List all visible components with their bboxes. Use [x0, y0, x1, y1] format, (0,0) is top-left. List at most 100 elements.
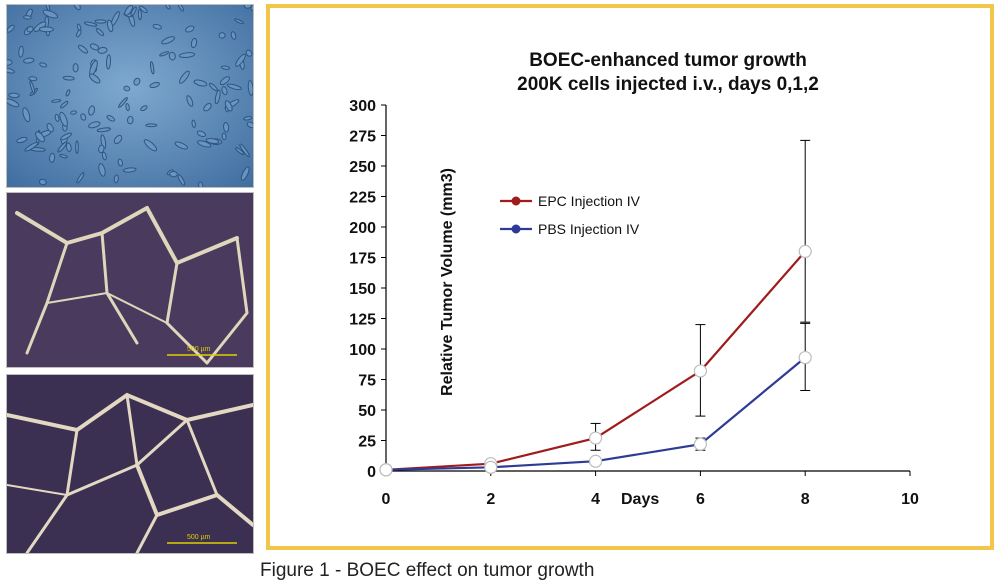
cell-shape	[62, 75, 75, 81]
y-tick-label: 50	[358, 403, 376, 420]
cell-shape	[161, 36, 176, 45]
y-tick-label: 250	[349, 159, 376, 176]
cell-shape	[38, 26, 54, 33]
pbs-data-point	[379, 463, 393, 477]
cell-shape	[77, 44, 89, 54]
cell-shape	[23, 15, 32, 20]
cell-shape	[26, 26, 34, 33]
y-tick-label: 275	[349, 129, 376, 146]
cell-shape	[124, 5, 134, 16]
legend-pbs-label: PBS Injection IV	[538, 221, 640, 237]
x-axis-label: Days	[621, 491, 659, 508]
cell-shape	[239, 143, 250, 158]
cell-shape	[178, 52, 196, 59]
cell-shape	[246, 121, 253, 129]
cell-shape	[185, 25, 195, 33]
cell-shape	[98, 163, 106, 177]
cell-shape	[28, 76, 38, 82]
cell-shape	[196, 130, 207, 138]
cell-shape	[105, 54, 112, 70]
cell-shape	[83, 21, 98, 27]
cell-shape	[174, 141, 188, 150]
micrograph-tube-formation-2: 500 µm	[6, 374, 254, 554]
epc-data-point	[693, 364, 707, 378]
cell-shape	[178, 5, 184, 12]
cell-shape	[145, 123, 158, 128]
tumor-growth-chart: BOEC-enhanced tumor growth 200K cells in…	[349, 50, 919, 508]
cell-shape	[46, 123, 54, 133]
cell-shape	[59, 132, 73, 141]
y-tick-label: 75	[358, 373, 376, 390]
cell-shape	[29, 80, 36, 95]
cell-shape	[221, 86, 228, 96]
scale-bar-label: 500 µm	[187, 346, 211, 353]
pbs-data-point	[693, 437, 707, 451]
cell-shape	[235, 53, 246, 67]
cell-shape	[186, 95, 194, 107]
y-tick-label: 100	[349, 342, 376, 359]
cell-shape	[35, 131, 45, 143]
cell-shape	[118, 97, 128, 108]
cell-shape	[230, 31, 237, 40]
cell-shape	[226, 83, 242, 91]
cell-shape	[143, 139, 158, 152]
cell-shape	[243, 116, 253, 121]
micrograph-tube-formation-1: 500 µm	[6, 192, 254, 368]
cell-shape	[165, 5, 171, 10]
cell-shape	[179, 70, 190, 84]
cell-shape	[76, 172, 85, 184]
cell-shape	[88, 73, 101, 84]
cell-shape	[113, 174, 119, 184]
cell-shape	[190, 37, 198, 49]
cell-shape	[123, 85, 131, 92]
cell-shape	[152, 23, 162, 30]
cell-shape	[117, 158, 124, 167]
y-tick-label: 225	[349, 190, 376, 207]
cell-shape	[51, 99, 62, 103]
cell-shape	[234, 18, 244, 25]
cell-shape	[245, 49, 253, 57]
cell-shape	[220, 65, 231, 70]
cell-shape	[198, 181, 204, 187]
cell-shape	[98, 144, 105, 154]
cell-shape	[88, 121, 101, 129]
cell-shape	[22, 107, 31, 123]
cell-shape	[7, 67, 15, 74]
cell-shape	[65, 89, 71, 97]
cell-shape	[97, 46, 108, 54]
y-tick-label: 0	[367, 464, 376, 481]
cell-shape	[214, 89, 221, 105]
cell-shape	[16, 136, 28, 144]
x-tick-label: 10	[901, 491, 919, 508]
legend-epc-marker	[511, 196, 521, 206]
cell-shape	[60, 100, 69, 109]
cell-shape	[130, 6, 137, 17]
cell-shape	[137, 8, 142, 21]
cell-shape	[149, 81, 160, 89]
pbs-data-point	[798, 350, 812, 365]
cell-shape	[197, 140, 212, 148]
cell-shape	[38, 178, 47, 186]
cell-shape	[75, 140, 79, 154]
cell-shape	[159, 51, 170, 57]
cell-shape	[113, 134, 123, 145]
cell-shape	[96, 127, 111, 133]
cell-shape	[205, 138, 220, 144]
cell-shape	[95, 28, 105, 37]
cell-shape	[122, 167, 137, 173]
x-tick-label: 8	[801, 491, 810, 508]
x-tick-label: 4	[591, 491, 600, 508]
pbs-data-point	[484, 460, 498, 474]
chart-panel: BOEC-enhanced tumor growth 200K cells in…	[266, 4, 994, 550]
x-tick-label: 2	[486, 491, 495, 508]
cell-shape	[169, 170, 178, 178]
legend-pbs-marker	[511, 224, 521, 234]
y-tick-label: 200	[349, 220, 376, 237]
cell-shape	[23, 57, 35, 64]
cell-shape	[133, 77, 141, 86]
y-tick-label: 25	[358, 434, 376, 451]
cell-shape	[59, 111, 68, 127]
micrograph-cell-culture	[6, 4, 254, 188]
cell-shape	[203, 102, 212, 112]
cell-shape	[191, 119, 196, 128]
